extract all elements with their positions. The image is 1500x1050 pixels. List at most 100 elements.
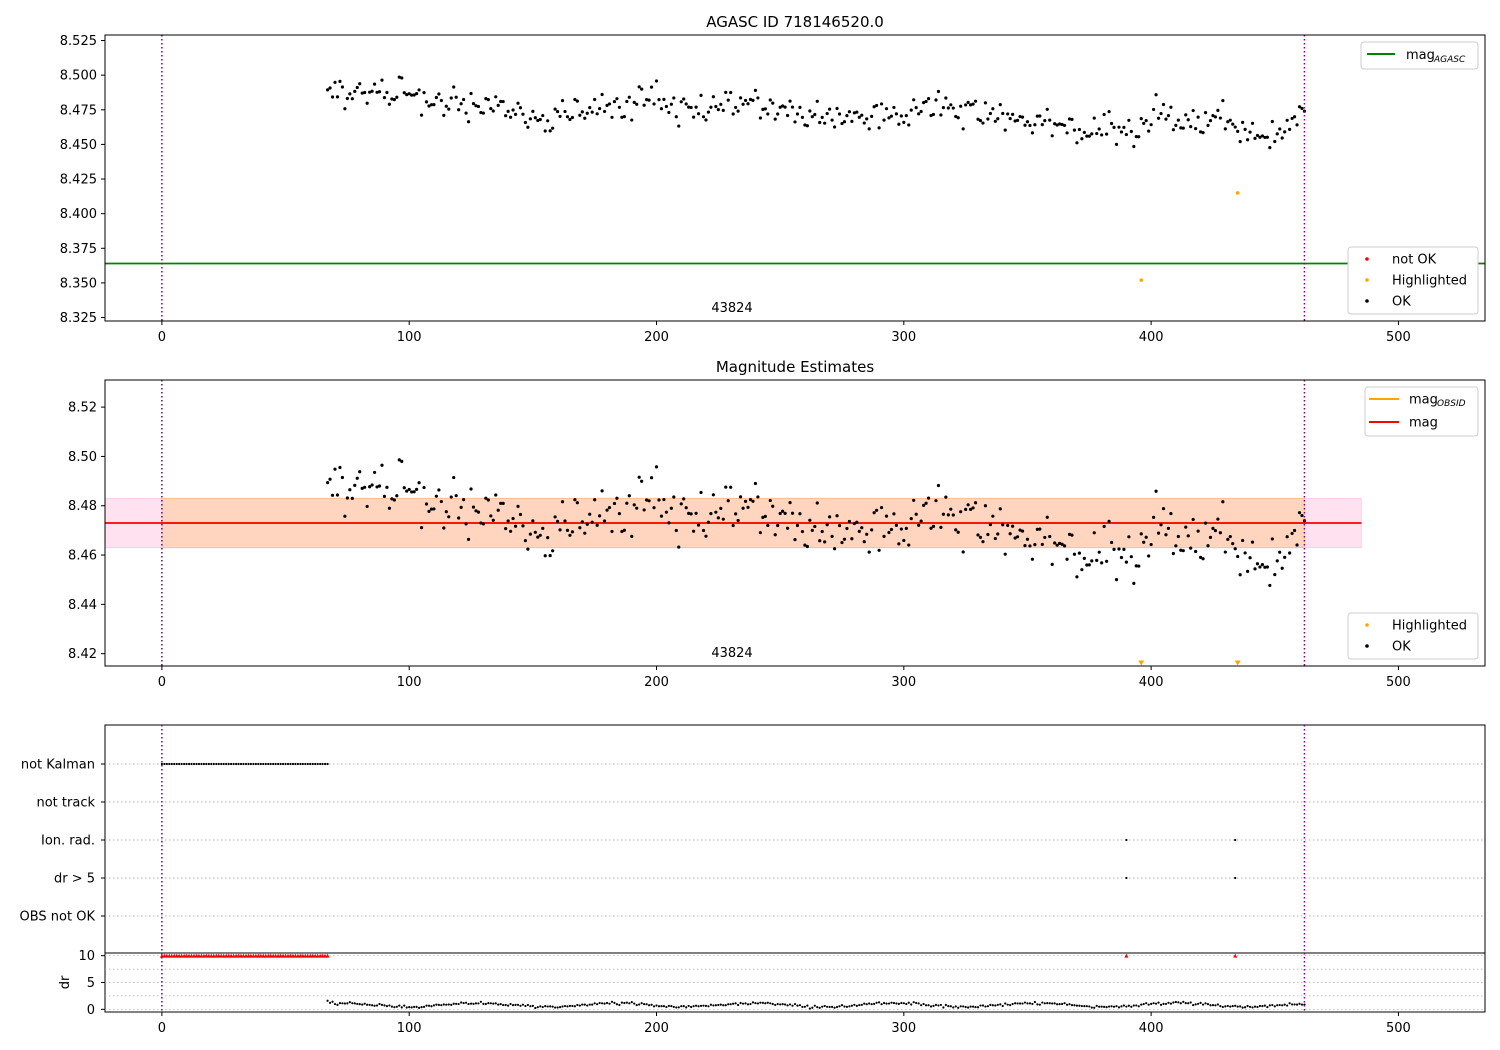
dr-point xyxy=(793,1002,797,1006)
ok-point xyxy=(939,113,943,117)
ok-point xyxy=(415,487,419,491)
ok-point xyxy=(1058,541,1062,545)
ok-point xyxy=(946,106,950,110)
ok-point xyxy=(986,117,990,121)
ok-point xyxy=(620,529,624,534)
ok-point xyxy=(1090,132,1094,136)
flag-point xyxy=(309,762,312,766)
dr-point xyxy=(939,1003,943,1007)
ok-point xyxy=(813,112,817,117)
ok-point xyxy=(1164,117,1168,121)
dr-point xyxy=(638,1003,641,1006)
ok-point xyxy=(1035,114,1039,118)
dr-xtick-label: 100 xyxy=(397,1021,422,1036)
ok-point xyxy=(1248,556,1252,560)
ok-point xyxy=(407,487,411,492)
dr-point xyxy=(563,1004,567,1008)
dr-point xyxy=(469,1002,473,1005)
ok-point xyxy=(555,519,560,523)
ok-point xyxy=(758,531,762,535)
ok-point xyxy=(1008,116,1012,121)
ok-point xyxy=(355,85,359,90)
dr-point xyxy=(541,1005,544,1009)
dr-point xyxy=(1058,1003,1061,1006)
ok-point xyxy=(998,507,1002,511)
dr-point xyxy=(331,1000,334,1003)
ok-point xyxy=(368,485,372,489)
ok-point xyxy=(1127,118,1131,122)
ok-point xyxy=(516,101,520,105)
flag-point xyxy=(289,762,292,766)
dr-point xyxy=(556,1006,559,1009)
ok-point xyxy=(899,114,903,118)
ok-point xyxy=(949,103,953,107)
ok-point xyxy=(496,508,500,512)
ok-point xyxy=(850,537,854,541)
ok-point xyxy=(1245,569,1250,574)
dr-point xyxy=(511,1004,515,1007)
ok-point xyxy=(877,548,881,552)
legend-frame xyxy=(1347,246,1479,315)
dr-point xyxy=(1070,1003,1074,1007)
ok-point xyxy=(766,523,770,528)
ok-point xyxy=(635,506,639,510)
ok-point xyxy=(330,95,335,99)
dr-point xyxy=(1021,1002,1024,1005)
ok-point xyxy=(1288,551,1292,555)
flag-point xyxy=(178,762,181,766)
ok-point xyxy=(375,485,379,489)
dr-point xyxy=(583,1003,586,1006)
ok-point xyxy=(748,498,753,502)
ok-point xyxy=(543,129,547,133)
ok-point xyxy=(479,521,483,525)
dr-point xyxy=(981,1004,985,1007)
dr-point xyxy=(593,1002,596,1005)
flag-point xyxy=(262,762,265,766)
ok-point xyxy=(919,519,923,523)
ok-point xyxy=(1228,118,1232,122)
ok-point xyxy=(1072,128,1077,132)
dr-point xyxy=(922,1002,925,1006)
ok-point xyxy=(1169,105,1173,109)
ok-point xyxy=(598,514,602,518)
ok-point xyxy=(385,485,389,489)
panel1-point-legend: not OK Highlighted OK xyxy=(1347,246,1479,315)
ok-point xyxy=(837,112,842,116)
ok-point xyxy=(934,98,938,102)
dr-point xyxy=(1142,1002,1145,1006)
dr-point xyxy=(667,1004,670,1007)
ok-point xyxy=(1278,550,1282,554)
dr-point xyxy=(388,1004,391,1007)
ok-point xyxy=(1097,550,1101,554)
ok-point xyxy=(1250,121,1255,125)
dr-point xyxy=(526,1003,530,1007)
ok-point xyxy=(412,490,416,494)
ok-point xyxy=(464,111,468,115)
panel1-inner xyxy=(105,75,1485,282)
ok-point xyxy=(1015,535,1020,539)
flag-point xyxy=(234,762,238,766)
dr-ytick-label: 0 xyxy=(87,1003,95,1018)
ok-point xyxy=(929,526,933,530)
flag-point xyxy=(324,762,327,766)
ok-point xyxy=(704,534,708,538)
flag-label: Ion. rad. xyxy=(41,834,95,849)
ok-point xyxy=(459,102,463,106)
ok-point xyxy=(439,98,443,103)
dr-point xyxy=(1041,1001,1044,1004)
ok-point xyxy=(1218,116,1222,120)
dr-point xyxy=(549,1005,552,1008)
ok-point xyxy=(904,526,908,531)
ok-point xyxy=(830,534,834,538)
ok-point xyxy=(612,501,617,506)
ok-point xyxy=(1109,540,1114,545)
ok-point xyxy=(340,85,345,89)
dr-point xyxy=(962,1005,965,1008)
ok-point xyxy=(924,501,928,505)
ok-point xyxy=(1020,115,1025,119)
ok-point xyxy=(1283,130,1287,134)
ok-point xyxy=(568,117,572,122)
flag-point xyxy=(237,762,240,766)
dr-point xyxy=(348,1001,351,1004)
ok-point xyxy=(981,121,985,125)
